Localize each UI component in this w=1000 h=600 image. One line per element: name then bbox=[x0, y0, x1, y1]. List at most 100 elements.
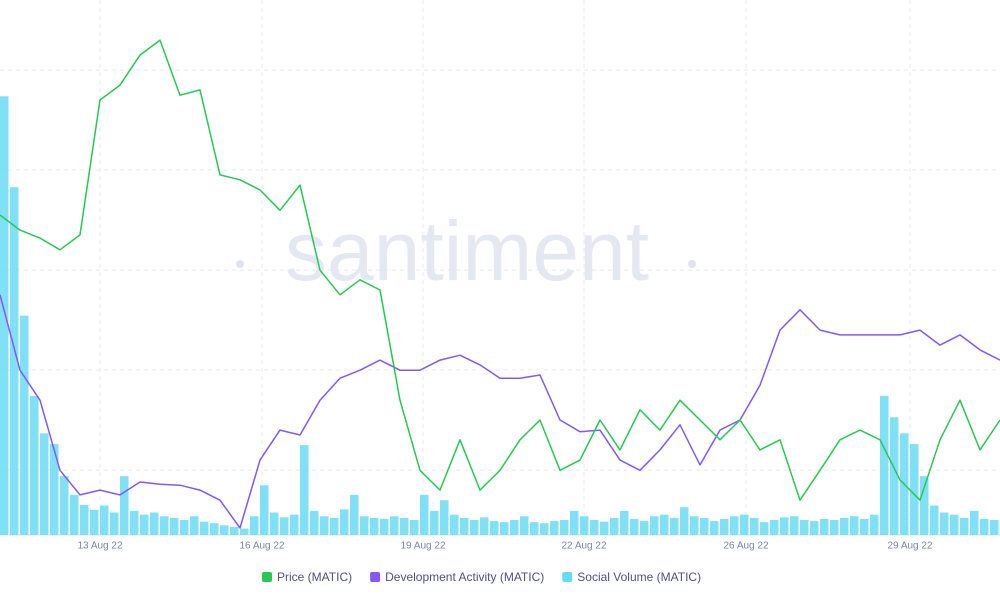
x-tick-label: 16 Aug 22 bbox=[239, 541, 284, 552]
bar bbox=[90, 509, 99, 535]
bar bbox=[410, 520, 419, 535]
bar bbox=[730, 516, 739, 535]
bar bbox=[660, 514, 669, 535]
bar bbox=[240, 528, 249, 535]
bar bbox=[70, 494, 79, 535]
bar bbox=[310, 510, 319, 535]
bar bbox=[450, 514, 459, 535]
bar bbox=[460, 517, 469, 535]
bar bbox=[290, 514, 299, 535]
bar bbox=[280, 517, 289, 535]
bar bbox=[50, 444, 59, 535]
bar bbox=[890, 417, 899, 535]
bar bbox=[180, 520, 189, 535]
horizontal-grid bbox=[0, 69, 1000, 471]
x-tick-label: 29 Aug 22 bbox=[887, 541, 932, 552]
bar bbox=[10, 187, 19, 535]
legend-label: Development Activity (MATIC) bbox=[385, 570, 544, 584]
bar bbox=[430, 510, 439, 535]
bar bbox=[220, 525, 229, 535]
bar bbox=[30, 395, 39, 535]
bar bbox=[870, 514, 879, 535]
bar bbox=[360, 516, 369, 535]
line bbox=[0, 39, 1000, 501]
bar bbox=[630, 518, 639, 535]
bar bbox=[270, 512, 279, 535]
bar bbox=[400, 517, 409, 535]
bar bbox=[710, 521, 719, 535]
bar bbox=[100, 505, 109, 535]
bar bbox=[910, 444, 919, 535]
bar bbox=[580, 516, 589, 535]
bar bbox=[970, 510, 979, 535]
bar bbox=[540, 523, 549, 535]
bar bbox=[140, 514, 149, 535]
bar bbox=[40, 433, 49, 535]
bar bbox=[610, 517, 619, 535]
bar bbox=[550, 521, 559, 535]
bar bbox=[380, 518, 389, 535]
bar bbox=[760, 522, 769, 535]
bar bbox=[160, 516, 169, 535]
bar bbox=[740, 514, 749, 535]
bar bbox=[60, 476, 69, 535]
bar bbox=[720, 518, 729, 535]
bar bbox=[320, 516, 329, 535]
legend-swatch bbox=[262, 572, 272, 582]
bar bbox=[790, 516, 799, 535]
bar bbox=[960, 517, 969, 535]
bar bbox=[670, 517, 679, 535]
bar bbox=[700, 517, 709, 535]
bar bbox=[440, 500, 449, 535]
bar bbox=[390, 516, 399, 535]
bar bbox=[770, 520, 779, 535]
bar bbox=[620, 510, 629, 535]
bar bbox=[590, 520, 599, 535]
legend-swatch bbox=[562, 572, 573, 582]
legend-label: Price (MATIC) bbox=[277, 570, 352, 584]
bar bbox=[690, 516, 699, 535]
bar bbox=[750, 517, 759, 535]
bar bbox=[470, 520, 479, 535]
bar bbox=[990, 520, 999, 535]
bar bbox=[210, 523, 219, 535]
x-tick-label: 22 Aug 22 bbox=[561, 541, 606, 552]
x-tick-label: 19 Aug 22 bbox=[400, 541, 445, 552]
bar bbox=[940, 512, 949, 535]
bar bbox=[880, 395, 889, 535]
bar bbox=[480, 517, 489, 535]
bar bbox=[850, 516, 859, 535]
bar bbox=[980, 518, 989, 535]
bar bbox=[490, 521, 499, 535]
bar bbox=[150, 512, 159, 535]
bar bbox=[300, 445, 309, 535]
bar bbox=[570, 510, 579, 535]
bar bbox=[420, 494, 429, 535]
bar bbox=[330, 517, 339, 535]
bar bbox=[250, 516, 259, 535]
watermark: santiment bbox=[285, 204, 649, 298]
bar bbox=[350, 494, 359, 535]
bar bbox=[860, 518, 869, 535]
bar bbox=[780, 517, 789, 535]
line bbox=[0, 294, 1000, 529]
bar bbox=[230, 526, 239, 535]
watermark-dot bbox=[236, 260, 244, 268]
bar bbox=[600, 521, 609, 535]
bar bbox=[500, 522, 509, 535]
bar bbox=[920, 476, 929, 535]
bar bbox=[80, 505, 89, 535]
bar bbox=[950, 514, 959, 535]
bar bbox=[120, 476, 129, 535]
bar bbox=[130, 510, 139, 535]
bar bbox=[340, 509, 349, 535]
bar bbox=[200, 521, 209, 535]
bar bbox=[20, 315, 29, 535]
watermark-dot bbox=[688, 260, 696, 268]
bar bbox=[530, 522, 539, 535]
bar bbox=[560, 520, 569, 535]
bar bbox=[0, 96, 9, 536]
bar bbox=[680, 507, 689, 535]
bar bbox=[650, 516, 659, 535]
bar bbox=[640, 521, 649, 535]
